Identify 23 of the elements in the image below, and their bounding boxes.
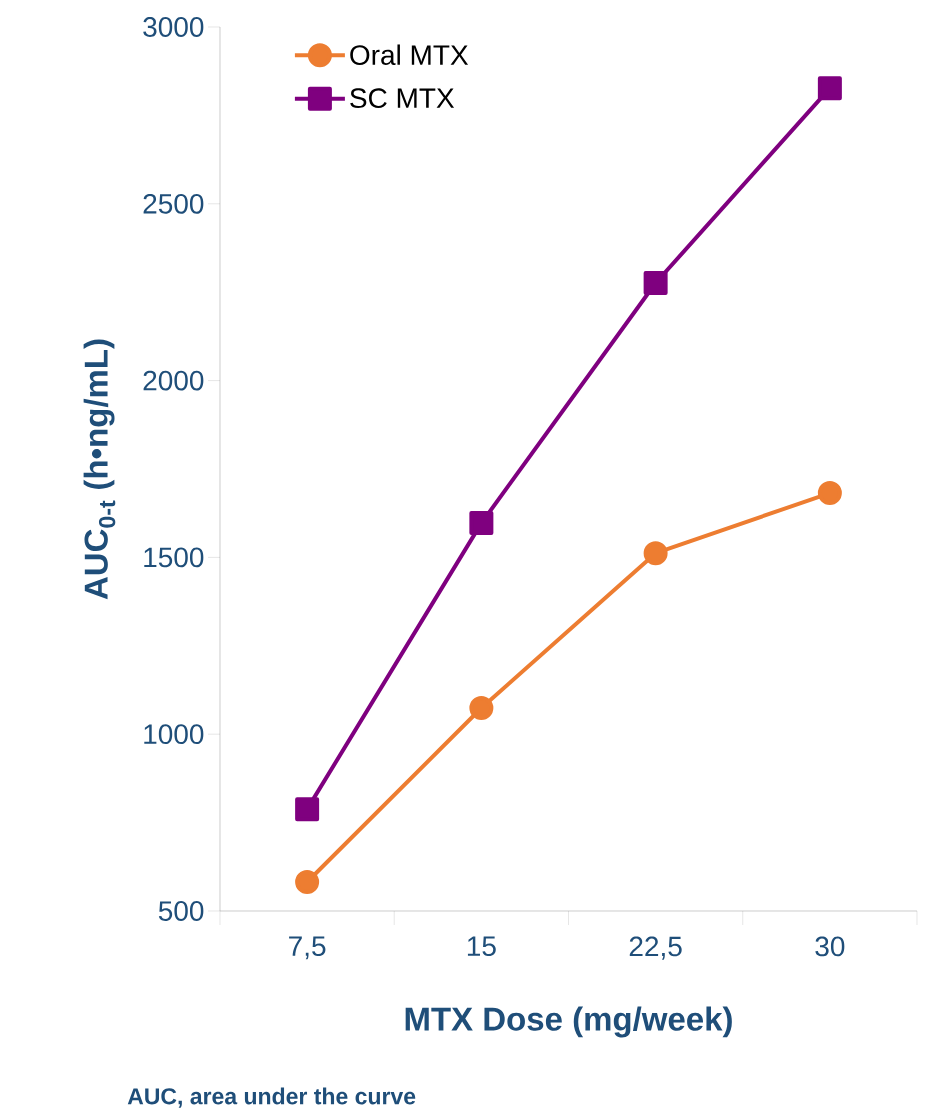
point (295, 797, 320, 822)
point (469, 696, 494, 721)
y-tick-label: 1000 (144, 724, 204, 745)
x-tick-label: 22,5 (629, 936, 682, 960)
legend-label: Oral MTX (350, 44, 469, 66)
y-tick-label: 1500 (144, 547, 204, 568)
point (295, 870, 320, 894)
point (817, 76, 842, 101)
point (817, 481, 842, 506)
point (643, 271, 668, 295)
x-tick-label: 30 (815, 936, 845, 957)
x-tick-label: 7,5 (289, 936, 326, 960)
y-tick-label: 2500 (143, 193, 204, 214)
x-tick-label: 15 (467, 936, 496, 957)
y-axis-title: AUC$_{0-t}$ (h•ng/mL) (83, 339, 116, 600)
point (469, 511, 494, 536)
y-tick-label: 3000 (143, 17, 204, 37)
y-tick-label: 500 (158, 901, 204, 921)
y-tick-label: 2000 (143, 370, 204, 391)
text: AUC, area under the curve (127, 1087, 416, 1108)
point (643, 541, 668, 566)
legend-label: SC MTX (350, 88, 455, 109)
x-axis-title: MTX Dose (mg/week) (405, 1006, 732, 1038)
